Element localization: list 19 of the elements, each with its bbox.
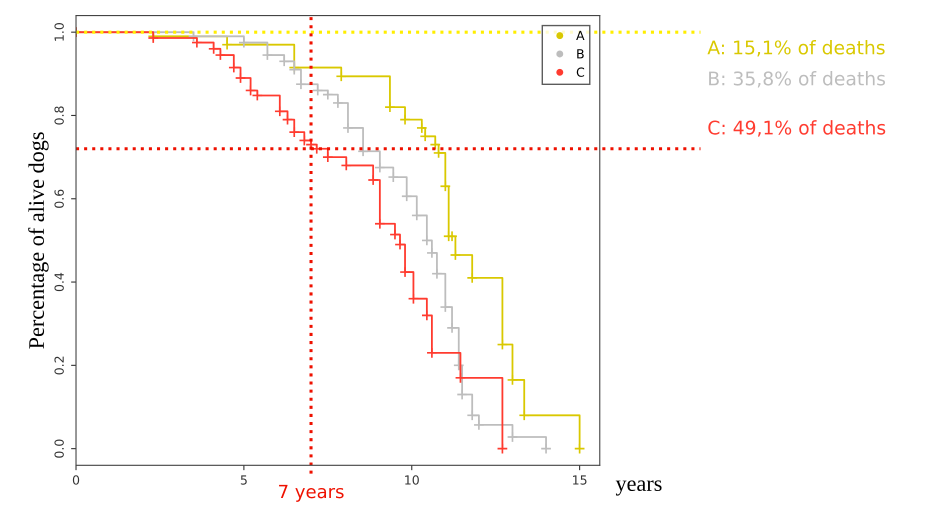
legend-label: C [576,67,584,77]
legend-label: B [577,49,584,58]
y-tick-label: 0.2 [54,356,64,374]
x-tick-label: 10 [405,475,419,485]
y-tick-label: 0.0 [54,440,64,458]
x-tick-label: 15 [573,475,586,485]
x-tick-label: 0 [72,475,80,485]
legend-label: A [576,30,584,40]
ref-line-label: 7 years [279,484,344,502]
y-tick-label: 0.8 [54,106,64,125]
text: C: 49,1% of deaths [708,120,886,137]
text: A: 15,1% of deaths [707,40,885,56]
x-axis-title: years [616,480,662,496]
text: B: 35,8% of deaths [709,71,886,88]
y-tick-label: 0.4 [54,272,64,292]
y-axis-title: Percentage of alive dogs [28,132,49,349]
y-tick-label: 1.0 [54,23,64,41]
y-tick-label: 0.6 [54,190,64,208]
x-tick-label: 5 [240,475,247,485]
